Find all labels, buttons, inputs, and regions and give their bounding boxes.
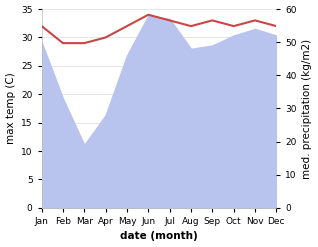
X-axis label: date (month): date (month) <box>120 231 198 242</box>
Y-axis label: med. precipitation (kg/m2): med. precipitation (kg/m2) <box>302 38 313 179</box>
Y-axis label: max temp (C): max temp (C) <box>5 73 16 144</box>
